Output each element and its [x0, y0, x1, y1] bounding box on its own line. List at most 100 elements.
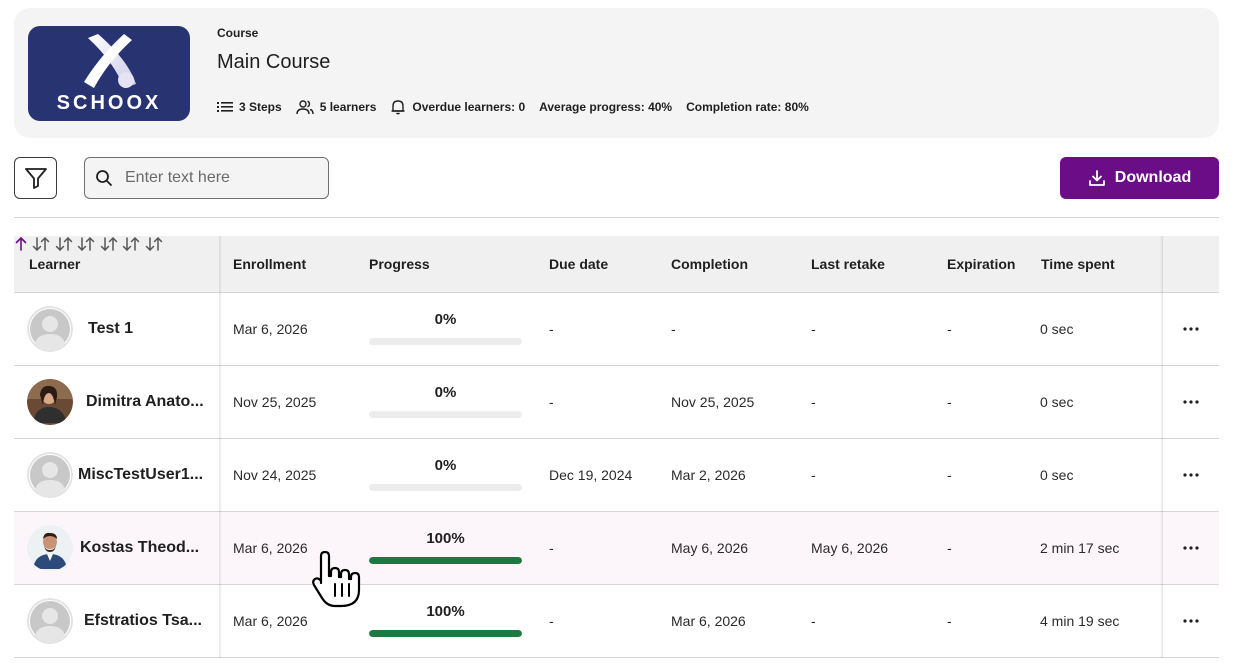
stat-average-progress: Average progress: 40% — [539, 100, 672, 114]
expiration: - — [947, 321, 952, 337]
course-stats: 3 Steps 5 learners Overdue learners: 0 A… — [217, 97, 823, 117]
search-input[interactable] — [125, 169, 315, 187]
stat-learners-text: 5 learners — [319, 100, 377, 114]
completion-date: Nov 25, 2025 — [671, 394, 755, 410]
enrollment-date: Nov 25, 2025 — [233, 394, 317, 410]
progress-bar — [369, 630, 522, 637]
column-header-learner[interactable]: Learner — [29, 236, 80, 292]
progress-cell: 100% — [369, 585, 522, 657]
more-options-button[interactable] — [1179, 392, 1203, 412]
list-icon — [217, 102, 233, 112]
more-options-button[interactable] — [1179, 538, 1203, 558]
table-row[interactable]: Efstratios Tsa... Mar 6, 2026 100% - Mar… — [14, 585, 1219, 658]
column-header-completion-label: Completion — [671, 256, 748, 272]
column-header-last-retake-label: Last retake — [811, 256, 885, 272]
avatar — [27, 452, 73, 498]
last-retake: - — [811, 394, 816, 410]
stat-completion-rate: Completion rate: 80% — [686, 100, 809, 114]
sort-icon[interactable] — [122, 236, 140, 252]
column-header-due-date[interactable]: Due date — [549, 236, 608, 292]
bell-icon — [391, 100, 405, 115]
sort-icon[interactable] — [55, 236, 73, 252]
completion-date: May 6, 2026 — [671, 540, 749, 556]
course-label: Course — [217, 26, 259, 40]
last-retake: May 6, 2026 — [811, 540, 889, 556]
table-row[interactable]: Kostas Theod... Mar 6, 2026 100% - May 6… — [14, 512, 1219, 585]
progress-bar — [369, 411, 522, 418]
column-header-completion[interactable]: Completion — [671, 236, 748, 292]
time-spent: 0 sec — [1040, 394, 1074, 410]
table-row[interactable]: MiscTestUser1... Nov 24, 2025 0% Dec 19,… — [14, 439, 1219, 512]
search-box[interactable] — [84, 157, 329, 199]
enrollment-date: Mar 6, 2026 — [233, 613, 308, 629]
time-spent: 0 sec — [1040, 467, 1074, 483]
more-horizontal-icon — [1183, 327, 1199, 331]
download-label: Download — [1114, 169, 1192, 186]
due-date: - — [549, 540, 554, 556]
sort-icon[interactable] — [145, 236, 163, 252]
learner-name[interactable]: Kostas Theod... — [80, 539, 200, 556]
due-date: - — [549, 613, 554, 629]
users-icon — [295, 100, 314, 115]
column-header-expiration: Expiration — [947, 236, 1015, 292]
enrollment-date: Mar 6, 2026 — [233, 321, 308, 337]
column-header-progress[interactable]: Progress — [369, 236, 430, 292]
schoox-x-logo-icon — [84, 34, 136, 88]
course-title: Main Course — [217, 51, 331, 73]
learner-name[interactable]: MiscTestUser1... — [78, 466, 204, 483]
sticky-column-shadow — [1160, 236, 1163, 658]
more-horizontal-icon — [1183, 546, 1199, 550]
more-options-button[interactable] — [1179, 465, 1203, 485]
stat-learners: 5 learners — [295, 99, 377, 115]
sort-icon[interactable] — [77, 236, 95, 252]
learner-name[interactable]: Efstratios Tsa... — [84, 612, 202, 629]
learner-name[interactable]: Test 1 — [88, 320, 134, 337]
user-photo-icon — [27, 525, 73, 571]
stat-average-progress-text: Average progress: 40% — [539, 100, 673, 114]
more-options-button[interactable] — [1179, 611, 1203, 631]
column-header-enrollment-label: Enrollment — [233, 256, 307, 272]
download-button[interactable]: Download — [1060, 157, 1219, 199]
logo-text: SCHOOX — [56, 92, 162, 114]
column-header-learner-label: Learner — [29, 256, 81, 272]
table-row[interactable]: Dimitra Anato... Nov 25, 2025 0% - Nov 2… — [14, 366, 1219, 439]
stat-overdue: Overdue learners: 0 — [390, 99, 525, 115]
toolbar-divider — [14, 217, 1219, 218]
sort-icon[interactable] — [100, 236, 118, 252]
column-header-last-retake[interactable]: Last retake — [811, 236, 885, 292]
progress-percent: 100% — [426, 603, 465, 620]
enrollment-date: Nov 24, 2025 — [233, 467, 317, 483]
progress-bar — [369, 338, 522, 345]
progress-cell: 0% — [369, 366, 522, 438]
sort-icon[interactable] — [32, 236, 50, 252]
completion-date: Mar 6, 2026 — [671, 613, 746, 629]
last-retake: - — [811, 467, 816, 483]
more-options-button[interactable] — [1179, 319, 1203, 339]
filter-button[interactable] — [14, 157, 57, 199]
column-header-progress-label: Progress — [369, 256, 430, 272]
table-row[interactable]: Test 1 Mar 6, 2026 0% - - - - 0 sec — [14, 293, 1219, 366]
time-spent: 0 sec — [1040, 321, 1074, 337]
stat-completion-rate-text: Completion rate: 80% — [686, 100, 809, 114]
column-header-time-spent[interactable]: Time spent — [1041, 236, 1115, 292]
enrollment-date: Mar 6, 2026 — [233, 540, 308, 556]
sticky-column-shadow — [219, 236, 222, 658]
column-header-due-date-label: Due date — [549, 256, 609, 272]
progress-cell: 100% — [369, 512, 522, 584]
filter-icon — [24, 168, 47, 189]
default-avatar-icon — [27, 452, 73, 498]
progress-bar — [369, 484, 522, 491]
sort-ascending-icon[interactable] — [14, 236, 28, 252]
stat-overdue-text: Overdue learners: 0 — [412, 100, 526, 114]
download-icon — [1088, 170, 1105, 186]
more-horizontal-icon — [1183, 619, 1199, 623]
last-retake: - — [811, 321, 816, 337]
avatar — [27, 306, 73, 352]
learner-name[interactable]: Dimitra Anato... — [86, 393, 204, 410]
learners-table: Learner Enrollment Progress Due date Com… — [14, 236, 1219, 658]
progress-bar-fill — [369, 557, 522, 564]
column-header-enrollment[interactable]: Enrollment — [233, 236, 306, 292]
default-avatar-icon — [27, 598, 73, 644]
more-horizontal-icon — [1183, 473, 1199, 477]
due-date: - — [549, 394, 554, 410]
